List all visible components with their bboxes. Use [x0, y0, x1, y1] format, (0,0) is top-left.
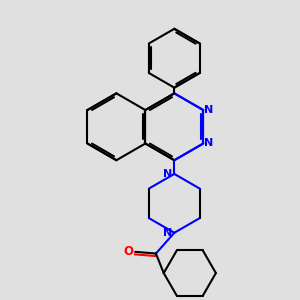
Text: N: N — [163, 228, 172, 238]
Text: N: N — [204, 105, 214, 115]
Text: O: O — [124, 245, 134, 258]
Text: N: N — [204, 139, 214, 148]
Text: N: N — [163, 169, 172, 179]
